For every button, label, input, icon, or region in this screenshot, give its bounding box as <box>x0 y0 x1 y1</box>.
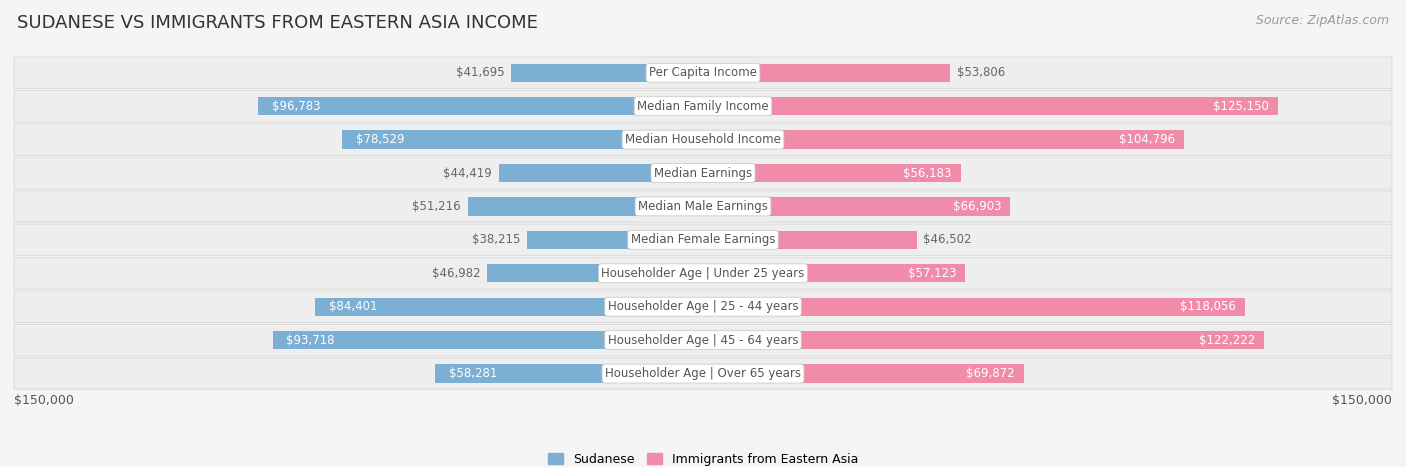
FancyBboxPatch shape <box>14 258 1392 289</box>
FancyBboxPatch shape <box>14 124 1392 156</box>
Text: $58,281: $58,281 <box>449 367 498 380</box>
Text: $69,872: $69,872 <box>966 367 1015 380</box>
Bar <box>499 164 703 182</box>
Text: $51,216: $51,216 <box>412 200 461 213</box>
Bar <box>703 231 917 249</box>
FancyBboxPatch shape <box>14 191 1392 222</box>
Bar <box>512 64 703 82</box>
Bar <box>273 331 703 349</box>
Bar <box>527 231 703 249</box>
Text: Median Household Income: Median Household Income <box>626 133 780 146</box>
Text: $84,401: $84,401 <box>329 300 378 313</box>
Bar <box>315 297 703 316</box>
Text: $150,000: $150,000 <box>14 394 75 407</box>
FancyBboxPatch shape <box>14 224 1392 255</box>
Text: Median Family Income: Median Family Income <box>637 99 769 113</box>
Bar <box>468 197 703 216</box>
Text: Householder Age | 25 - 44 years: Householder Age | 25 - 44 years <box>607 300 799 313</box>
Text: $41,695: $41,695 <box>456 66 505 79</box>
Text: $66,903: $66,903 <box>953 200 1001 213</box>
Text: $150,000: $150,000 <box>1331 394 1392 407</box>
Bar <box>703 264 966 283</box>
Text: Householder Age | Under 25 years: Householder Age | Under 25 years <box>602 267 804 280</box>
FancyBboxPatch shape <box>14 291 1392 322</box>
FancyBboxPatch shape <box>14 358 1392 389</box>
Bar <box>703 130 1184 149</box>
Text: Median Earnings: Median Earnings <box>654 167 752 179</box>
Bar <box>488 264 703 283</box>
Bar <box>703 97 1278 115</box>
Text: $38,215: $38,215 <box>472 234 520 247</box>
Bar <box>342 130 703 149</box>
Bar <box>703 331 1264 349</box>
FancyBboxPatch shape <box>14 91 1392 122</box>
Text: Householder Age | 45 - 64 years: Householder Age | 45 - 64 years <box>607 333 799 347</box>
Bar <box>703 197 1011 216</box>
Bar <box>703 164 962 182</box>
Bar <box>703 364 1024 383</box>
Text: $118,056: $118,056 <box>1180 300 1236 313</box>
Text: $78,529: $78,529 <box>356 133 405 146</box>
Bar <box>703 297 1246 316</box>
Text: $57,123: $57,123 <box>908 267 956 280</box>
FancyBboxPatch shape <box>14 325 1392 356</box>
Text: $125,150: $125,150 <box>1213 99 1268 113</box>
FancyBboxPatch shape <box>14 57 1392 88</box>
Text: Per Capita Income: Per Capita Income <box>650 66 756 79</box>
Text: Source: ZipAtlas.com: Source: ZipAtlas.com <box>1256 14 1389 27</box>
Text: $122,222: $122,222 <box>1199 333 1256 347</box>
Text: Householder Age | Over 65 years: Householder Age | Over 65 years <box>605 367 801 380</box>
Legend: Sudanese, Immigrants from Eastern Asia: Sudanese, Immigrants from Eastern Asia <box>548 453 858 466</box>
Text: $53,806: $53,806 <box>957 66 1005 79</box>
Text: $93,718: $93,718 <box>287 333 335 347</box>
Text: $46,502: $46,502 <box>924 234 972 247</box>
FancyBboxPatch shape <box>14 157 1392 189</box>
Text: $44,419: $44,419 <box>443 167 492 179</box>
Bar <box>703 64 950 82</box>
Text: Median Female Earnings: Median Female Earnings <box>631 234 775 247</box>
Bar <box>436 364 703 383</box>
Text: $56,183: $56,183 <box>904 167 952 179</box>
Text: $104,796: $104,796 <box>1119 133 1175 146</box>
Bar <box>259 97 703 115</box>
Text: Median Male Earnings: Median Male Earnings <box>638 200 768 213</box>
Text: SUDANESE VS IMMIGRANTS FROM EASTERN ASIA INCOME: SUDANESE VS IMMIGRANTS FROM EASTERN ASIA… <box>17 14 537 32</box>
Text: $96,783: $96,783 <box>273 99 321 113</box>
Text: $46,982: $46,982 <box>432 267 481 280</box>
